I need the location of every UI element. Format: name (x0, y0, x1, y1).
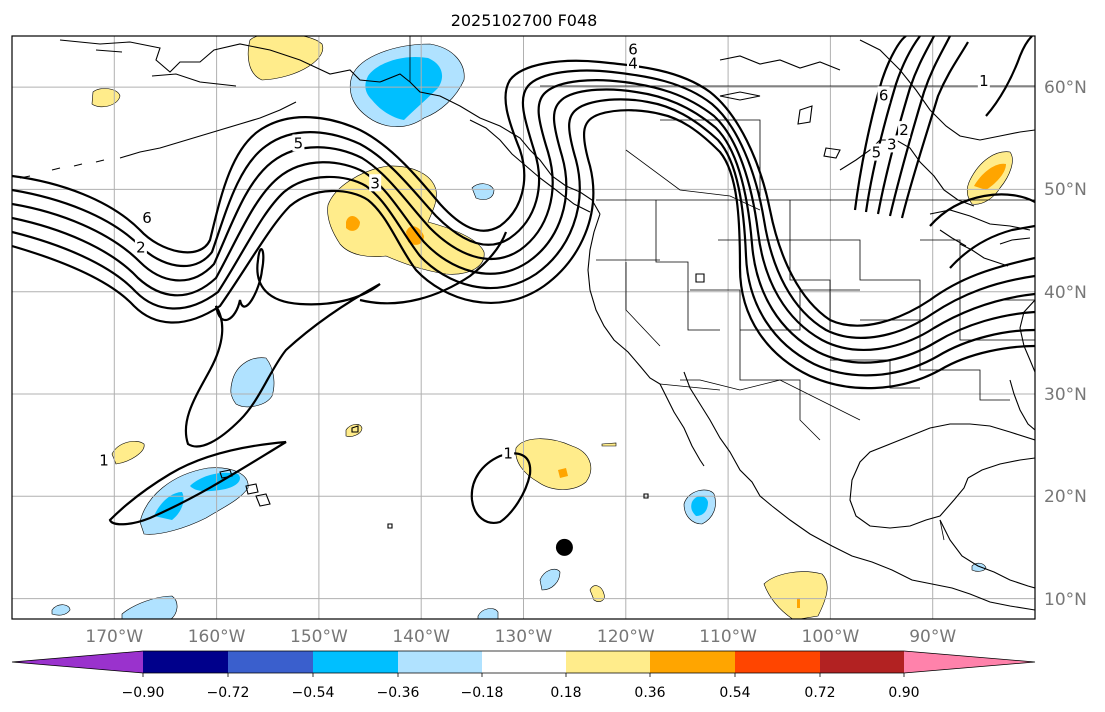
colorbar-segment (398, 651, 482, 673)
contour-label: 6 (628, 40, 638, 58)
lon-tick-label: 100°W (802, 627, 860, 647)
contour-label-bg (502, 444, 515, 462)
contour-label-bg (977, 72, 990, 90)
colorbar-tick-label: −0.90 (122, 685, 165, 701)
lat-tick-label: 10°N (1044, 590, 1087, 610)
lat-tick-label: 30°N (1044, 385, 1087, 405)
colorbar-extend-high (904, 651, 1035, 673)
coastlines (19, 39, 1035, 611)
lon-tick-label: 160°W (188, 627, 246, 647)
colorbar-tick-label: −0.72 (207, 685, 250, 701)
anomaly-shading (51, 36, 1013, 619)
colorbar-tick-label: 0.36 (634, 685, 665, 701)
colorbar-segment (566, 651, 650, 673)
lon-tick-label: 130°W (495, 627, 553, 647)
colorbar-extend-low (12, 651, 143, 673)
colorbar-tick-label: −0.18 (461, 685, 504, 701)
lon-tick-label: 140°W (392, 627, 450, 647)
colorbar-segment (143, 651, 228, 673)
contour-label-bg (898, 121, 911, 139)
lat-tick-label: 50°N (1044, 180, 1087, 200)
colorbar-segment (482, 651, 566, 673)
contour-label-bg (870, 143, 883, 161)
colorbar-segment (820, 651, 904, 673)
contour-lines (12, 36, 1035, 526)
contour-label-bg (134, 238, 147, 256)
contour-label: 3 (370, 174, 380, 192)
colorbar-tick-label: 0.18 (550, 685, 581, 701)
contour-label-bg (626, 40, 639, 58)
lat-tick-label: 20°N (1044, 487, 1087, 507)
contour-label-bg (141, 209, 154, 227)
contour-label: 6 (142, 209, 152, 227)
latitude-axis: 60°N 50°N 40°N 30°N 20°N 10°N (1044, 78, 1087, 610)
contour-label: 6 (879, 86, 889, 104)
contour-label: 1 (503, 444, 513, 462)
colorbar-segment (228, 651, 313, 673)
contour-label: 4 (628, 55, 638, 73)
colorbar-segments (12, 651, 1035, 673)
colorbar: −0.90 −0.72 −0.54 −0.36 −0.18 0.18 0.36 … (11, 650, 1036, 701)
colorbar-segment (313, 651, 398, 673)
contour-label: 2 (136, 239, 146, 257)
contour-label-bg (885, 135, 898, 153)
lat-tick-label: 40°N (1044, 283, 1087, 303)
chart-title: 2025102700 F048 (451, 11, 598, 30)
lon-tick-label: 120°W (597, 627, 655, 647)
lon-tick-label: 150°W (290, 627, 348, 647)
lat-tick-label: 60°N (1044, 78, 1087, 98)
lon-tick-label: 110°W (699, 627, 757, 647)
contour-label: 1 (99, 451, 109, 469)
storm-position-marker (555, 538, 573, 556)
colorbar-segment (735, 651, 820, 673)
colorbar-tick-label: −0.36 (377, 685, 420, 701)
contour-label-bg (369, 174, 382, 192)
contour-label: 2 (899, 121, 909, 139)
contour-label: 1 (979, 72, 989, 90)
contour-label: 5 (872, 144, 882, 162)
longitude-axis: 170°W 160°W 150°W 140°W 130°W 120°W 110°… (85, 627, 956, 647)
colorbar-tick-label: −0.54 (292, 685, 335, 701)
colorbar-tick-label: 0.54 (719, 685, 750, 701)
lon-tick-label: 90°W (909, 627, 956, 647)
colorbar-segment (650, 651, 735, 673)
political-borders (409, 36, 1035, 541)
contour-label-bg (292, 134, 305, 152)
lon-tick-label: 170°W (85, 627, 143, 647)
contour-label-bg (877, 86, 890, 104)
contour-label: 3 (887, 135, 897, 153)
contour-label: 5 (294, 134, 304, 152)
contour-label-bg (98, 451, 111, 469)
colorbar-tick-label: 0.90 (888, 685, 919, 701)
contour-label-bg (626, 54, 639, 72)
colorbar-tick-label: 0.72 (804, 685, 835, 701)
